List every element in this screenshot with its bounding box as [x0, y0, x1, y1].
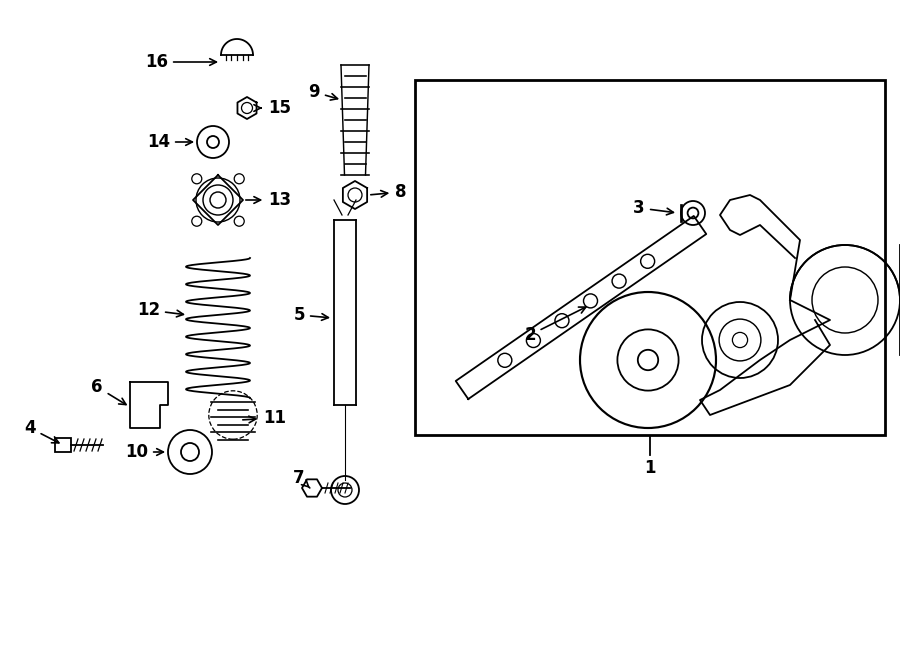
Text: 9: 9: [309, 83, 338, 101]
Text: 5: 5: [293, 306, 328, 324]
Text: 11: 11: [243, 409, 286, 427]
Text: 6: 6: [92, 378, 126, 405]
Text: 7: 7: [293, 469, 310, 488]
Text: 1: 1: [644, 459, 656, 477]
Text: 2: 2: [524, 307, 586, 344]
Bar: [55, 438, 71, 452]
Text: 15: 15: [254, 99, 291, 117]
Text: 16: 16: [145, 53, 216, 71]
Text: 4: 4: [24, 419, 58, 443]
Text: 14: 14: [147, 133, 193, 151]
Text: 3: 3: [634, 199, 673, 217]
Text: 10: 10: [125, 443, 164, 461]
Text: 12: 12: [137, 301, 184, 319]
Text: 8: 8: [371, 183, 407, 201]
Text: 13: 13: [246, 191, 291, 209]
Bar: [415, 80, 885, 435]
